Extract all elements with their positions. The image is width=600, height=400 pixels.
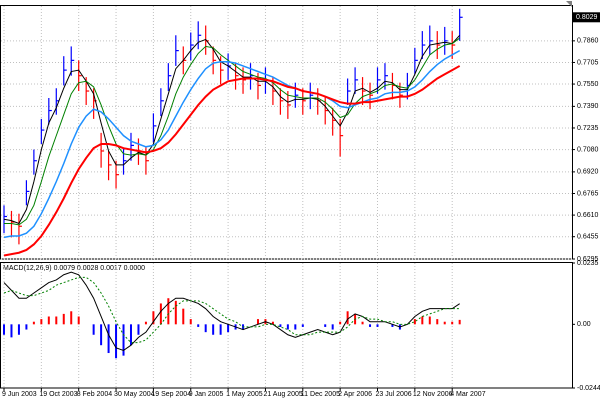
x-tick-label: 23 Jul 2006: [376, 391, 412, 398]
y-tick-label: 0.6610: [577, 212, 599, 219]
histogram-bar: [302, 324, 304, 327]
histogram-bar: [100, 324, 102, 345]
histogram-bar: [63, 314, 65, 324]
histogram-bar: [40, 319, 42, 324]
x-tick-label: 8 Feb 2004: [77, 391, 113, 398]
x-tick-label: 11 Dec 2005: [301, 391, 340, 398]
histogram-bar: [332, 324, 334, 329]
histogram-bar: [18, 324, 20, 334]
y-tick-label: 0.00: [577, 321, 591, 328]
y-tick-label: 0.7235: [577, 125, 599, 132]
y-tick-label: 0.7860: [577, 38, 599, 45]
histogram-bar: [347, 311, 349, 324]
histogram-bar: [160, 303, 162, 324]
macd-title: MACD(12,26,9) 0.0079 0.0028 0.0017 0.000…: [3, 265, 145, 272]
current-price-label: 0.8029: [576, 14, 598, 21]
histogram-bar: [115, 324, 117, 358]
histogram-bar: [33, 322, 35, 325]
histogram-bar: [197, 324, 199, 327]
x-tick-label: 21 Aug 2005: [263, 391, 302, 398]
histogram-bar: [429, 316, 431, 324]
x-tick-label: 2 Apr 2006: [338, 391, 372, 398]
histogram-bar: [444, 322, 446, 325]
x-tick-label: 19 Oct 2003: [39, 391, 77, 398]
histogram-bar: [227, 324, 229, 332]
x-tick-label: 9 Jan 2005: [189, 391, 224, 398]
x-tick-label: 30 May 2004: [114, 391, 155, 398]
histogram-bar: [145, 322, 147, 325]
histogram-bar: [167, 298, 169, 324]
histogram-bar: [436, 319, 438, 324]
histogram-bar: [48, 316, 50, 324]
histogram-bar: [10, 324, 12, 337]
y-tick-label: -0.0244: [577, 385, 600, 392]
y-tick-label: 0.7550: [577, 81, 599, 88]
histogram-bar: [339, 322, 341, 325]
x-tick-label: 12 Nov 2006: [413, 391, 453, 398]
histogram-bar: [294, 324, 296, 329]
y-tick-label: 0.7080: [577, 146, 599, 153]
y-tick-label: 0.6455: [577, 234, 599, 241]
histogram-bar: [377, 324, 379, 327]
histogram-bar: [459, 320, 461, 324]
histogram-bar: [451, 322, 453, 325]
histogram-bar: [3, 324, 5, 334]
histogram-bar: [287, 324, 289, 329]
y-tick-label: 0.7390: [577, 103, 599, 110]
x-tick-label: 4 Mar 2007: [450, 391, 486, 398]
x-tick-label: 9 Jun 2003: [2, 391, 37, 398]
x-tick-label: 1 May 2005: [226, 391, 263, 398]
y-tick-label: 0.7705: [577, 59, 599, 66]
y-tick-label: 0.6920: [577, 169, 599, 176]
histogram-bar: [414, 319, 416, 324]
histogram-bar: [324, 324, 326, 327]
histogram-bar: [108, 324, 110, 353]
histogram-bar: [70, 311, 72, 324]
histogram-bar: [190, 319, 192, 324]
histogram-bar: [93, 324, 95, 334]
histogram-bar: [421, 316, 423, 324]
histogram-bar: [369, 324, 371, 327]
histogram-bar: [25, 324, 27, 329]
histogram-bar: [78, 316, 80, 324]
histogram-bar: [220, 324, 222, 334]
histogram-bar: [182, 309, 184, 325]
histogram-bar: [257, 319, 259, 324]
x-tick-label: 19 Sep 2004: [151, 391, 191, 398]
y-tick-label: 0.6765: [577, 190, 599, 197]
histogram-bar: [212, 324, 214, 334]
histogram-bar: [362, 322, 364, 325]
histogram-bar: [205, 324, 207, 332]
histogram-bar: [137, 324, 139, 334]
y-tick-label: 0.0235: [577, 260, 599, 267]
histogram-bar: [175, 301, 177, 324]
histogram-bar: [130, 324, 132, 345]
histogram-bar: [55, 316, 57, 324]
